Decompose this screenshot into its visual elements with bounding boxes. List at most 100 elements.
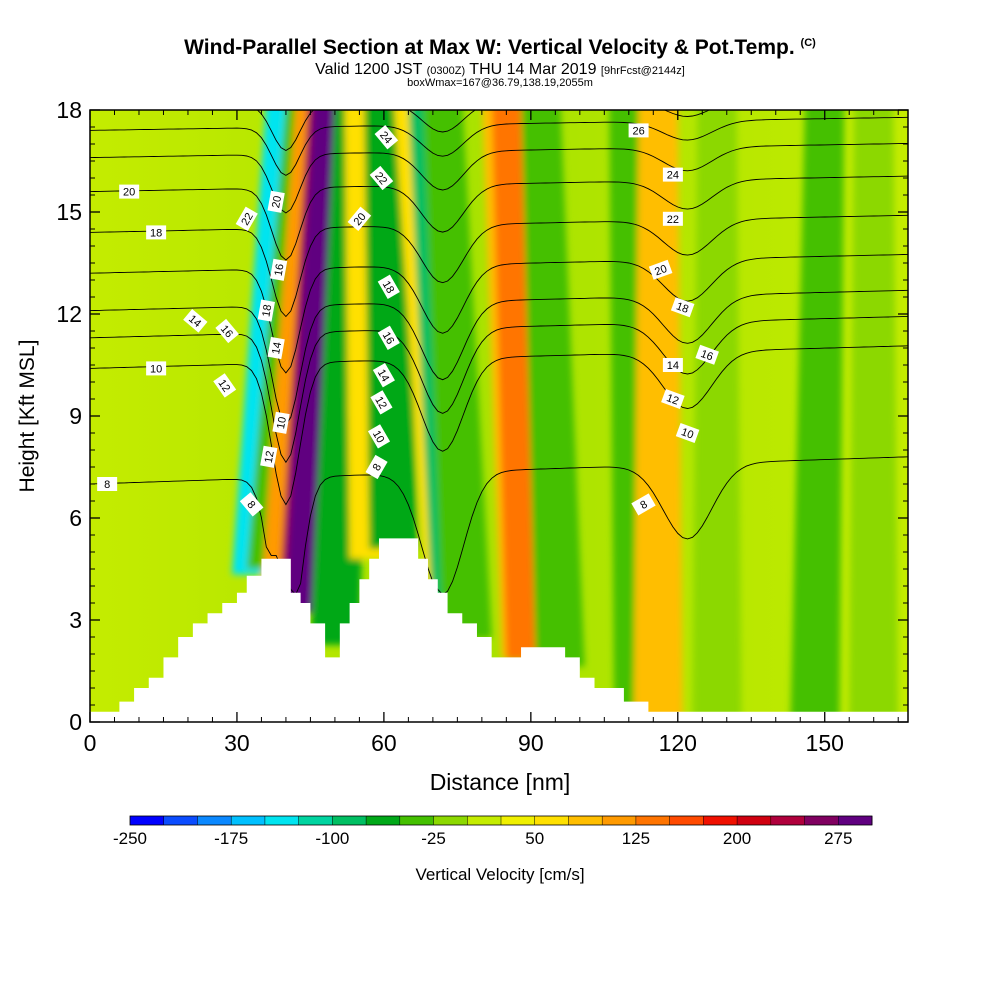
valid-time-utc: (0300Z) [426,65,466,77]
colorbar-swatch [770,816,806,825]
x-tick-label: 120 [659,730,697,756]
contour-label-14: 8 [239,492,264,517]
colorbar-swatch [197,816,232,825]
x-tick-label: 90 [518,730,544,756]
colorbar-tick-label: 275 [824,829,852,848]
w-band-10 [423,110,492,639]
contour-label-9: 16 [269,258,288,281]
w-band-17 [790,110,845,722]
contour-label-text: 8 [104,479,110,491]
contour-label-text: 14 [667,360,679,372]
y-tick-label: 0 [69,709,82,735]
theta-contour-10 [90,345,908,506]
w-band-13 [521,110,585,667]
contour-label-text: 18 [675,300,691,315]
contour-label-31: 12 [661,389,685,409]
colorbar-swatch [804,816,839,825]
contour-labels: 20 18 14 10 16 12 8 22 20 16 18 14 10 12 8 24 22 20 18 16 14… [97,123,719,517]
colorbar-swatch [264,816,300,825]
contour-label-12: 10 [272,411,290,434]
contour-label-28: 18 [670,297,695,318]
contour-label-text: 12 [263,450,277,464]
colorbar-swatch [602,816,637,825]
theta-contour-22 [90,143,908,214]
colorbar-swatch [635,816,671,825]
contour-label-11: 14 [267,336,285,360]
contour-label-text: 18 [150,227,162,239]
colorbar-tick-label: -100 [315,829,349,848]
contour-label-13: 12 [260,445,278,468]
contour-label-3: 10 [146,361,167,376]
chart-title-copyright: (C) [800,37,816,49]
colorbar-label: Vertical Velocity [cm/s] [415,865,584,884]
contour-label-27: 20 [648,259,673,280]
contour-label-20: 14 [372,363,395,388]
y-tick-label: 3 [69,607,82,633]
colorbar-swatch [231,816,266,825]
colorbar-tick-label: -250 [113,829,147,848]
theta-contour-24 [90,116,908,176]
contour-label-text: 16 [273,263,287,277]
contour-label-29: 16 [695,344,719,365]
contour-label-text: 10 [370,429,387,446]
contour-label-text: 8 [638,499,649,512]
theta-contour-20 [90,175,908,261]
w-band-15 [633,110,683,722]
contour-label-0: 20 [119,184,140,199]
contour-label-text: 16 [699,348,715,363]
y-tick-label: 9 [69,403,82,429]
box-wmax-info: boxWmax=167@36.79,138.19,2055m [407,77,593,89]
y-tick-label: 12 [56,301,82,327]
contour-label-text: 16 [380,330,397,347]
colorbar-swatch [467,816,502,825]
valid-date: THU 14 Mar 2019 [469,61,597,78]
contour-label-text: 18 [260,304,274,318]
colorbar-swatch [332,816,367,825]
chart-title: Wind-Parallel Section at Max W: Vertical… [0,36,1000,60]
contour-label-33: 8 [631,493,656,516]
contour-label-text: 12 [665,392,681,407]
contour-label-18: 18 [377,274,400,299]
contour-label-text: 10 [150,363,162,375]
contour-label-10: 18 [257,299,275,322]
valid-time: Valid 1200 JST [315,61,423,78]
forecast-info: [9hrFcst@2144z] [600,65,685,77]
contour-label-text: 10 [275,416,289,430]
contour-label-text: 14 [270,341,284,355]
colorbar-swatch [366,816,401,825]
contour-label-5: 12 [213,373,237,398]
colorbar-swatch [568,816,603,825]
contour-label-text: 26 [632,125,644,137]
contour-label-text: 10 [679,426,695,441]
colorbar-swatch [501,816,536,825]
colorbar-swatch [737,816,772,825]
contour-label-text: 20 [653,263,669,278]
y-axis-label: Height [Kft MSL] [16,340,39,493]
y-tick-label: 6 [69,505,82,531]
colorbar-swatch [298,816,333,825]
colorbar-swatch [399,816,435,825]
terrain [90,538,908,722]
colorbar-swatch [703,816,738,825]
colorbar-swatch [669,816,704,825]
contour-label-8: 20 [267,190,285,213]
contour-label-text: 18 [380,279,397,296]
y-tick-label: 18 [56,97,82,123]
contour-label-text: 22 [239,211,256,228]
contour-label-text: 12 [215,378,232,395]
theta-contour-18 [90,214,908,318]
colorbar-swatch [163,816,198,825]
contour-label-text: 8 [371,462,384,473]
x-tick-label: 150 [806,730,844,756]
contour-label-32: 10 [675,423,700,443]
contour-label-7: 22 [235,206,258,231]
theta-contours [90,110,908,596]
contour-label-text: 20 [123,187,135,199]
colorbar-swatch [433,816,468,825]
w-band-18 [849,110,899,722]
theta-contour-16 [90,253,908,374]
colorbar: -250 -175 -100 -25 50 125 200 275 [113,815,873,848]
x-tick-label: 30 [224,730,250,756]
colorbar-tick-label: -25 [421,829,446,848]
